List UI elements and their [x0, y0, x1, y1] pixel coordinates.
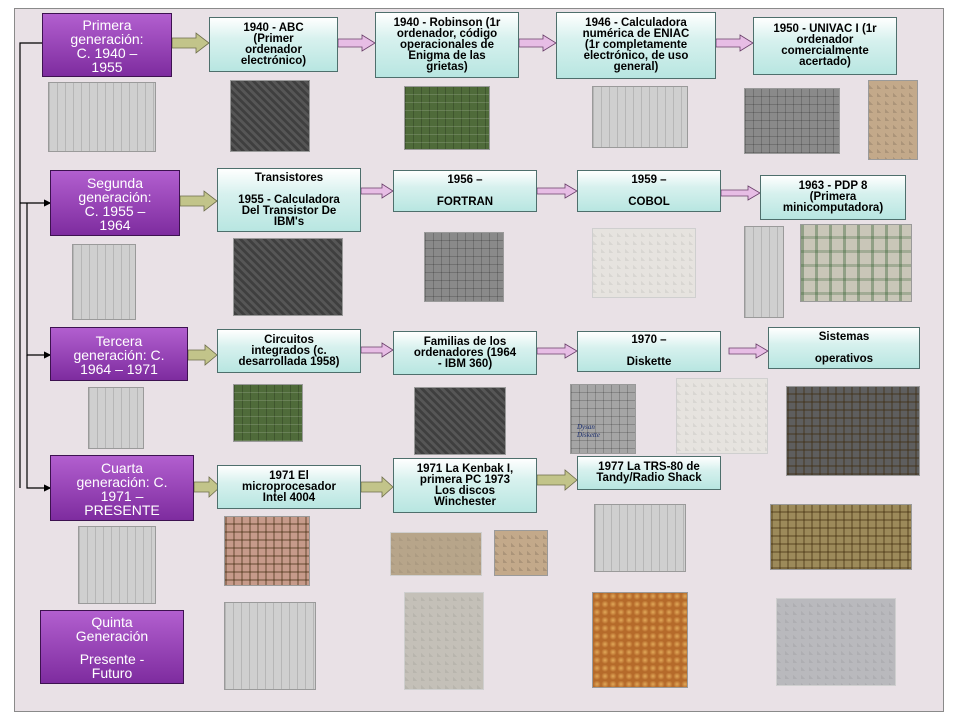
- generation-box-quinta: Quinta Generación Presente - Futuro: [40, 610, 184, 684]
- photo-apple-computer: [78, 526, 156, 604]
- photo-fortran-operator: [424, 232, 504, 302]
- event-box-pdp8: 1963 - PDP 8 (Primera minicomputadora): [760, 175, 906, 220]
- event-box-cobol: 1959 – COBOL: [577, 170, 721, 212]
- event-box-univac: 1950 - UNIVAC I (1r ordenador comercialm…: [753, 17, 897, 75]
- diskette-brand-text: Dysan Diskette: [577, 423, 600, 439]
- event-label: 1970 – Diskette: [626, 334, 672, 368]
- event-box-abc: 1940 - ABC (Primer ordenador electrónico…: [209, 17, 338, 72]
- photo-server-and-robot: [404, 592, 484, 690]
- event-box-kenbak: 1971 La Kenbak I, primera PC 1973 Los di…: [393, 458, 537, 513]
- generation-label: Segunda generación: C. 1955 – 1964: [78, 175, 152, 233]
- photo-processor-chips: [770, 504, 912, 570]
- event-box-eniac: 1946 - Calculadora numérica de ENIAC (1r…: [556, 12, 716, 79]
- event-label: Transistores 1955 - Calculadora Del Tran…: [238, 171, 340, 228]
- photo-kenbak-1: [390, 532, 482, 576]
- photo-early-computer-room: [48, 82, 156, 152]
- photo-modern-chip: [776, 598, 896, 686]
- event-box-ibm360: Familias de los ordenadores (1964 - IBM …: [393, 331, 537, 375]
- generation-box-primera: Primera generación: C. 1940 – 1955: [42, 13, 172, 77]
- photo-airplane-computer: [72, 244, 136, 320]
- photo-pdp8-cabinet: [744, 226, 784, 318]
- event-label: 1956 – FORTRAN: [436, 173, 494, 208]
- event-box-robinson: 1940 - Robinson (1r ordenador, código op…: [375, 12, 519, 78]
- photo-trs80: [594, 504, 686, 572]
- generation-label: Primera generación: C. 1940 – 1955: [70, 17, 144, 75]
- photo-chip-array: [786, 386, 920, 476]
- photo-diskette: Dysan Diskette: [570, 384, 636, 454]
- photo-circuit-board: [800, 224, 912, 302]
- photo-abc-computer: [230, 80, 310, 152]
- event-box-diskette: 1970 – Diskette: [577, 331, 721, 372]
- generation-label: Cuarta generación: C. 1971 – PRESENTE: [76, 460, 168, 518]
- photo-robinson-machine: [404, 86, 490, 150]
- event-box-sistemas: Sistemas operativos: [768, 327, 920, 369]
- generation-box-segunda: Segunda generación: C. 1955 – 1964: [50, 170, 180, 236]
- event-label: Sistemas operativos: [814, 330, 874, 365]
- event-box-fortran: 1956 – FORTRAN: [393, 170, 537, 212]
- generation-sublabel: Presente - Futuro: [79, 651, 145, 681]
- photo-vacuum-tube-module: [868, 80, 918, 160]
- photo-intel-4004-die: [224, 516, 310, 586]
- event-label: 1977 La TRS-80 de Tandy/Radio Shack: [596, 461, 702, 484]
- photo-modern-computers: [592, 592, 688, 688]
- photo-cobol-machine: [592, 228, 696, 298]
- event-label: 1946 - Calculadora numérica de ENIAC (1r…: [582, 17, 690, 73]
- photo-eniac: [592, 86, 688, 148]
- photo-network-diagram: [676, 378, 768, 454]
- event-box-intel4004: 1971 El microprocesador Intel 4004: [217, 465, 361, 509]
- photo-winchester-disk: [494, 530, 548, 576]
- photo-integrated-circuits: [233, 384, 303, 442]
- event-label: 1950 - UNIVAC I (1r ordenador comercialm…: [773, 23, 877, 68]
- event-box-trs80: 1977 La TRS-80 de Tandy/Radio Shack: [577, 456, 721, 490]
- photo-ibm360: [414, 387, 506, 455]
- event-label: 1971 El microprocesador Intel 4004: [242, 469, 336, 504]
- event-box-transistores: Transistores 1955 - Calculadora Del Tran…: [217, 168, 361, 232]
- generation-box-cuarta: Cuarta generación: C. 1971 – PRESENTE: [50, 455, 194, 521]
- event-label: 1971 La Kenbak I, primera PC 1973 Los di…: [416, 462, 514, 508]
- generation-label: Tercera generación: C. 1964 – 1971: [73, 333, 165, 377]
- event-label: Circuitos integrados (c. desarrollada 19…: [238, 333, 340, 368]
- event-label: 1940 - Robinson (1r ordenador, código op…: [393, 16, 501, 73]
- event-label: 1963 - PDP 8 (Primera minicomputadora): [782, 180, 884, 214]
- photo-univac: [744, 88, 840, 154]
- event-label: Familias de los ordenadores (1964 - IBM …: [413, 335, 517, 370]
- event-box-circuitos: Circuitos integrados (c. desarrollada 19…: [217, 329, 361, 373]
- generation-box-tercera: Tercera generación: C. 1964 – 1971: [50, 327, 188, 381]
- event-label: 1959 – COBOL: [628, 173, 670, 208]
- generation-label: Quinta Generación: [75, 614, 149, 644]
- event-label: 1940 - ABC (Primer ordenador electrónico…: [240, 21, 307, 67]
- photo-transistor-calculator: [233, 238, 343, 316]
- photo-third-gen-device: [88, 387, 144, 449]
- photo-laptop: [224, 602, 316, 690]
